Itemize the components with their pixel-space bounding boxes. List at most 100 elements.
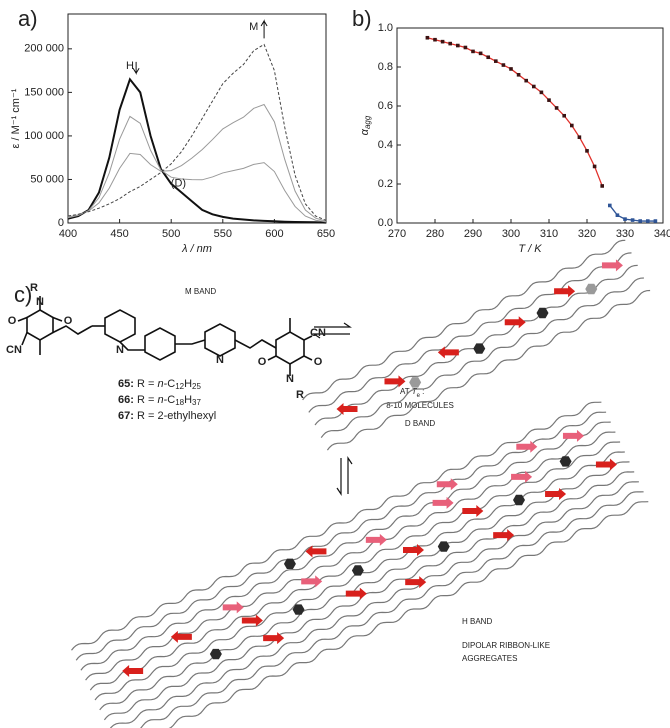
strand <box>109 481 639 728</box>
x-tick-label: 650 <box>317 228 335 240</box>
ribbon <box>71 401 649 728</box>
atom-label: N <box>286 373 294 385</box>
dipole-arrow <box>493 529 515 542</box>
equilibrium-arrows <box>312 322 353 496</box>
band-label: H BAND <box>462 617 492 626</box>
dipole-arrow <box>403 544 424 556</box>
dipole-arrow <box>595 458 617 471</box>
dipole-arrow <box>305 545 327 558</box>
strand <box>71 401 602 651</box>
data-point <box>615 213 620 217</box>
x-tick-label: 270 <box>388 228 406 240</box>
strand <box>75 411 607 661</box>
panel-label: b) <box>352 6 372 31</box>
strand <box>308 252 632 413</box>
note-part: T <box>412 387 418 396</box>
formula-part: n <box>157 394 163 406</box>
formula-part: 37 <box>192 398 201 407</box>
y-tick-label: 100 000 <box>24 130 64 142</box>
y-tick-label: 0.4 <box>378 139 393 151</box>
spectrum-line <box>67 103 327 222</box>
formula-part: 25 <box>192 382 201 391</box>
data-point <box>516 73 521 77</box>
formula-part: -C <box>164 378 176 390</box>
annotation: M <box>249 21 258 33</box>
y-tick-label: 0.0 <box>378 217 393 229</box>
data-point <box>448 41 452 46</box>
data-point <box>532 84 536 89</box>
data-point <box>547 98 551 102</box>
hexagon <box>559 456 572 467</box>
formula-part: 18 <box>175 398 184 407</box>
dipole-arrow <box>601 259 623 272</box>
y-axis-label-part: agg <box>363 115 372 129</box>
data-point <box>456 43 460 48</box>
y-tick-label: 0.8 <box>378 61 393 73</box>
strand <box>89 441 621 691</box>
plot-frame <box>67 13 327 224</box>
atom-label: O <box>314 356 323 368</box>
compound-number: 67: <box>118 410 134 422</box>
atom-label: O <box>8 315 17 327</box>
strand <box>326 289 651 451</box>
atom-label: CN <box>6 344 22 356</box>
data-point <box>539 90 544 95</box>
dipole-arrow <box>384 375 406 388</box>
molecule <box>17 296 313 376</box>
data-point <box>440 39 445 44</box>
hexagon <box>585 283 598 295</box>
dipole-arrow <box>222 601 244 614</box>
hexagon <box>409 377 422 388</box>
atom-label: R <box>30 282 38 294</box>
hexagon <box>351 565 364 576</box>
annotation: (D) <box>171 178 186 190</box>
data-point <box>608 203 612 208</box>
annotation: H <box>126 60 134 72</box>
x-tick-label: 500 <box>162 228 180 240</box>
compound-label: 67: R = 2-ethylhexyl <box>118 410 216 422</box>
ribbon <box>302 239 651 451</box>
formula-part: R = 2-ethylhexyl <box>137 410 216 422</box>
dipole-arrow <box>405 576 427 589</box>
arrow <box>260 19 268 39</box>
atom-label: N <box>36 296 44 308</box>
band-label: D BAND <box>405 419 435 428</box>
band-label: M BAND <box>185 287 216 296</box>
data-point <box>646 219 650 223</box>
annotation: AT Te : <box>400 387 424 398</box>
dipole-arrow <box>462 504 484 517</box>
hexagon <box>473 343 486 354</box>
atom-label: O <box>258 356 267 368</box>
plot-frame <box>396 27 664 224</box>
dipole-arrow <box>432 496 454 509</box>
atom-label: CN <box>310 327 326 339</box>
data-point <box>638 219 642 223</box>
dipole-arrow <box>345 587 367 600</box>
x-tick-label: 280 <box>426 228 444 240</box>
x-tick-label: 330 <box>616 228 634 240</box>
data-point <box>524 78 528 83</box>
strand <box>168 501 649 728</box>
x-tick-label: 340 <box>654 228 670 240</box>
dipole-arrow <box>545 488 567 501</box>
dipole-arrow <box>437 346 459 359</box>
formula-part: H <box>184 394 192 406</box>
strand <box>80 421 611 671</box>
data-point <box>478 51 483 56</box>
x-tick-label: 320 <box>578 228 596 240</box>
atom-label: O <box>64 315 73 327</box>
y-tick-label: 200 000 <box>24 43 64 55</box>
arrow <box>132 61 140 76</box>
x-tick-label: 300 <box>502 228 520 240</box>
y-tick-label: 0.2 <box>378 178 393 190</box>
y-axis-label-part: α <box>359 128 371 135</box>
note-part: : <box>420 387 424 396</box>
annotation: 8-10 MOLECULES <box>386 401 454 410</box>
x-tick-label: 310 <box>540 228 558 240</box>
hexagon <box>437 541 450 552</box>
dipole-arrow <box>436 478 458 491</box>
x-axis-label: λ / nm <box>181 243 212 255</box>
data-point <box>600 184 604 188</box>
x-tick-label: 550 <box>214 228 232 240</box>
